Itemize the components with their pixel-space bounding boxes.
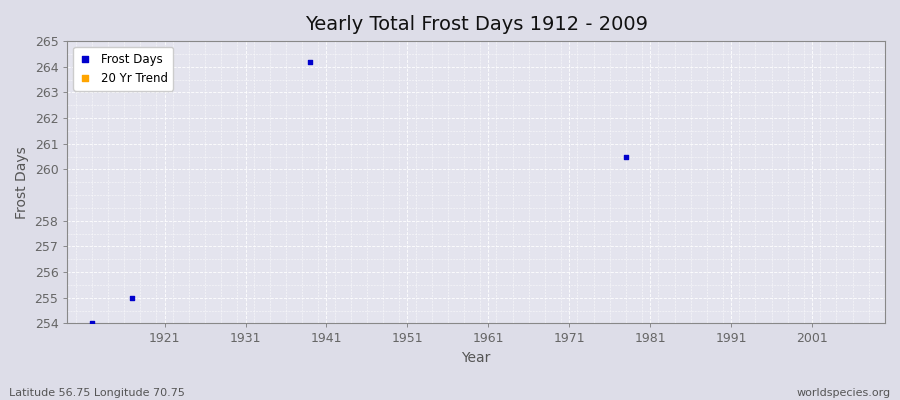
Y-axis label: Frost Days: Frost Days <box>15 146 29 219</box>
Title: Yearly Total Frost Days 1912 - 2009: Yearly Total Frost Days 1912 - 2009 <box>305 15 648 34</box>
Text: Latitude 56.75 Longitude 70.75: Latitude 56.75 Longitude 70.75 <box>9 388 184 398</box>
X-axis label: Year: Year <box>462 351 490 365</box>
Legend: Frost Days, 20 Yr Trend: Frost Days, 20 Yr Trend <box>74 47 174 91</box>
Frost Days <box>125 294 140 301</box>
Text: worldspecies.org: worldspecies.org <box>796 388 891 398</box>
Frost Days <box>85 320 99 327</box>
Frost Days <box>619 153 634 160</box>
Frost Days <box>303 58 318 65</box>
